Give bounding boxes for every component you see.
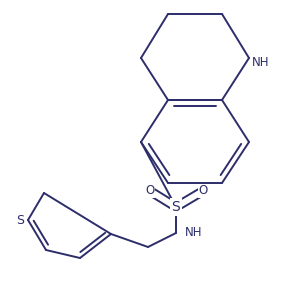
Text: NH: NH bbox=[185, 226, 202, 239]
Text: NH: NH bbox=[252, 56, 270, 69]
Text: S: S bbox=[172, 200, 180, 214]
Text: O: O bbox=[198, 184, 208, 197]
Text: O: O bbox=[146, 184, 155, 197]
Text: S: S bbox=[16, 213, 24, 226]
